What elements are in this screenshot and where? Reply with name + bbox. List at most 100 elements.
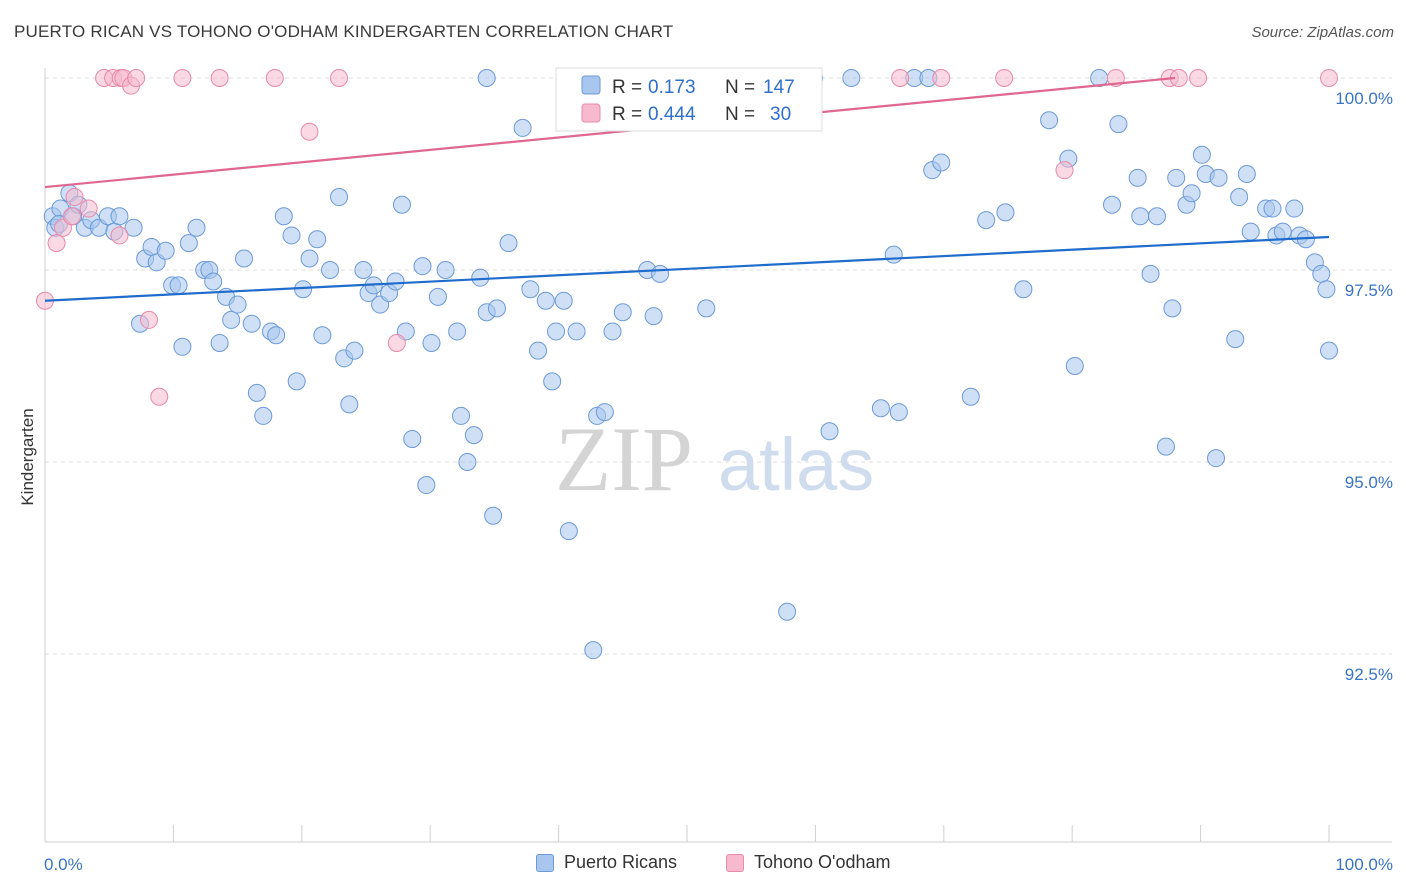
tohono-oodham-point xyxy=(330,69,349,87)
puerto-rican-point xyxy=(820,422,839,441)
puerto-rican-point xyxy=(464,426,483,445)
legend-r-value-2: 0.444 xyxy=(648,104,696,125)
puerto-rican-point xyxy=(484,506,503,525)
puerto-rican-point xyxy=(1040,111,1059,130)
watermark-atlas: atlas xyxy=(718,423,874,506)
puerto-rican-point xyxy=(547,322,566,341)
puerto-rican-point xyxy=(436,261,455,279)
tohono-oodham-point xyxy=(210,69,229,87)
puerto-rican-point xyxy=(613,303,632,322)
puerto-rican-point xyxy=(513,118,532,137)
legend-label-puerto-ricans: Puerto Ricans xyxy=(564,852,678,872)
puerto-rican-point xyxy=(1207,449,1226,468)
chart-title: PUERTO RICAN VS TOHONO O'ODHAM KINDERGAR… xyxy=(14,22,674,41)
points-layer xyxy=(36,69,1338,660)
puerto-rican-point xyxy=(559,522,578,541)
puerto-rican-point xyxy=(1167,168,1186,187)
puerto-rican-point xyxy=(584,641,603,660)
puerto-rican-point xyxy=(345,341,364,360)
puerto-rican-point xyxy=(169,276,188,295)
puerto-rican-point xyxy=(403,429,422,448)
puerto-rican-point xyxy=(996,203,1015,222)
puerto-rican-point xyxy=(1312,264,1331,283)
puerto-rican-point xyxy=(889,403,908,422)
puerto-rican-point xyxy=(543,372,562,391)
puerto-rican-point xyxy=(354,261,373,279)
legend-n-label-2: N = xyxy=(725,104,755,125)
tohono-oodham-point xyxy=(140,310,159,329)
tohono-oodham-point xyxy=(387,333,406,352)
puerto-rican-point xyxy=(242,314,261,333)
legend-r-value-1: 0.173 xyxy=(648,77,696,98)
puerto-rican-point xyxy=(267,326,286,345)
chart-source: Source: ZipAtlas.com xyxy=(1251,24,1394,41)
puerto-rican-point xyxy=(554,291,573,310)
legend-item-tohono-oodham[interactable]: Tohono O'odham xyxy=(726,852,891,873)
tohono-oodham-trendline xyxy=(44,76,1176,189)
puerto-rican-point xyxy=(1273,222,1292,241)
puerto-rican-point xyxy=(499,234,518,253)
legend-n-value-2: 30 xyxy=(770,104,791,125)
puerto-rican-point xyxy=(124,218,143,237)
y-tick-label: 97.5% xyxy=(1345,281,1393,300)
watermark-zip: ZIP xyxy=(555,408,693,510)
tohono-oodham-point xyxy=(127,69,146,87)
puerto-rican-point xyxy=(529,341,548,360)
puerto-rican-point xyxy=(1241,222,1260,241)
tohono-oodham-point xyxy=(62,207,81,226)
tohono-oodham-point xyxy=(1055,161,1074,180)
puerto-rican-point xyxy=(173,337,192,356)
puerto-rican-point xyxy=(210,333,229,352)
puerto-rican-point xyxy=(521,280,540,299)
puerto-rican-point xyxy=(282,226,301,245)
puerto-rican-point xyxy=(386,272,405,291)
puerto-rican-point xyxy=(1285,199,1304,218)
puerto-rican-point xyxy=(247,383,266,402)
puerto-rican-point xyxy=(254,406,273,425)
puerto-rican-point xyxy=(330,188,349,207)
puerto-rican-point xyxy=(477,69,496,87)
trend-layer xyxy=(44,76,1330,302)
watermark: ZIP atlas xyxy=(555,408,874,510)
puerto-rican-point xyxy=(452,406,471,425)
puerto-rican-point xyxy=(487,299,506,318)
puerto-rican-point xyxy=(644,307,663,326)
puerto-rican-point xyxy=(1192,145,1211,164)
puerto-rican-point xyxy=(287,372,306,391)
legend-swatch-icon xyxy=(726,853,744,872)
tohono-oodham-point xyxy=(300,122,319,141)
puerto-rican-point xyxy=(392,195,411,214)
puerto-rican-point xyxy=(1317,280,1336,299)
tohono-oodham-point xyxy=(995,69,1014,87)
tohono-oodham-point xyxy=(65,188,84,207)
puerto-rican-point xyxy=(413,257,432,276)
puerto-rican-point xyxy=(536,291,555,310)
puerto-rican-point xyxy=(228,295,247,314)
puerto-rican-point xyxy=(448,322,467,341)
legend-item-puerto-ricans[interactable]: Puerto Ricans xyxy=(536,852,677,873)
puerto-rican-point xyxy=(977,211,996,230)
puerto-rican-point xyxy=(274,207,293,226)
puerto-rican-point xyxy=(595,403,614,422)
puerto-rican-point xyxy=(321,261,340,279)
x-tick-label-max: 100.0% xyxy=(1335,855,1393,874)
tohono-oodham-point xyxy=(1320,69,1338,87)
x-tick-label-min: 0.0% xyxy=(44,855,83,874)
puerto-rican-point xyxy=(1182,184,1201,203)
puerto-rican-point xyxy=(471,268,490,287)
puerto-rican-point xyxy=(1147,207,1166,226)
puerto-rican-point xyxy=(110,207,129,226)
puerto-rican-point xyxy=(1163,299,1182,318)
puerto-rican-point xyxy=(222,310,241,329)
puerto-rican-point xyxy=(1103,195,1122,214)
puerto-rican-point xyxy=(308,230,327,249)
puerto-rican-point xyxy=(156,241,175,260)
puerto-rican-point xyxy=(340,395,359,414)
puerto-rican-point xyxy=(1141,264,1160,283)
puerto-rican-point xyxy=(428,287,447,306)
legend-n-label-1: N = xyxy=(725,77,755,98)
tohono-oodham-point xyxy=(110,226,129,245)
puerto-rican-point xyxy=(1109,115,1128,134)
axis-layer: 92.5% 95.0% 97.5% 100.0% 0.0% 100.0% xyxy=(44,68,1393,874)
